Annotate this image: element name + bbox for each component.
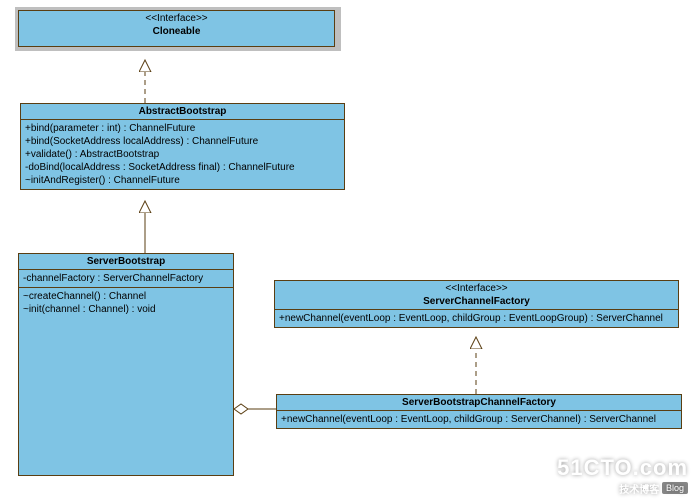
abstractbootstrap-ops: +bind(parameter : int) : ChannelFuture +… bbox=[21, 120, 344, 189]
watermark-badge: Blog bbox=[662, 482, 688, 494]
serverbootstrapchannelfactory-name: ServerBootstrapChannelFactory bbox=[277, 395, 681, 411]
cloneable-name: Cloneable bbox=[19, 24, 334, 39]
serverchannelfactory-name: ServerChannelFactory bbox=[275, 294, 678, 310]
class-serverchannelfactory: <<Interface>> ServerChannelFactory +newC… bbox=[274, 280, 679, 328]
edge-serverbootstrap-composition-diamond bbox=[234, 404, 248, 414]
serverbootstrapchannelfactory-ops: +newChannel(eventLoop : EventLoop, child… bbox=[277, 411, 681, 428]
serverbootstrap-attrs: -channelFactory : ServerChannelFactory bbox=[19, 270, 233, 288]
serverchannelfactory-stereotype: <<Interface>> bbox=[275, 281, 678, 294]
watermark-line1: 51CTO.com bbox=[557, 455, 688, 481]
class-serverbootstrapchannelfactory: ServerBootstrapChannelFactory +newChanne… bbox=[276, 394, 682, 429]
class-cloneable: <<Interface>> Cloneable bbox=[18, 10, 335, 47]
watermark: 51CTO.com 技术博客 Blog bbox=[557, 455, 688, 496]
serverbootstrap-name: ServerBootstrap bbox=[19, 254, 233, 270]
abstractbootstrap-name: AbstractBootstrap bbox=[21, 104, 344, 120]
serverbootstrap-ops: ~createChannel() : Channel ~init(channel… bbox=[19, 288, 233, 318]
cloneable-stereotype: <<Interface>> bbox=[19, 11, 334, 24]
class-serverbootstrap: ServerBootstrap -channelFactory : Server… bbox=[18, 253, 234, 476]
watermark-line2: 技术博客 bbox=[619, 485, 659, 496]
serverchannelfactory-ops: +newChannel(eventLoop : EventLoop, child… bbox=[275, 310, 678, 327]
class-abstractbootstrap: AbstractBootstrap +bind(parameter : int)… bbox=[20, 103, 345, 190]
